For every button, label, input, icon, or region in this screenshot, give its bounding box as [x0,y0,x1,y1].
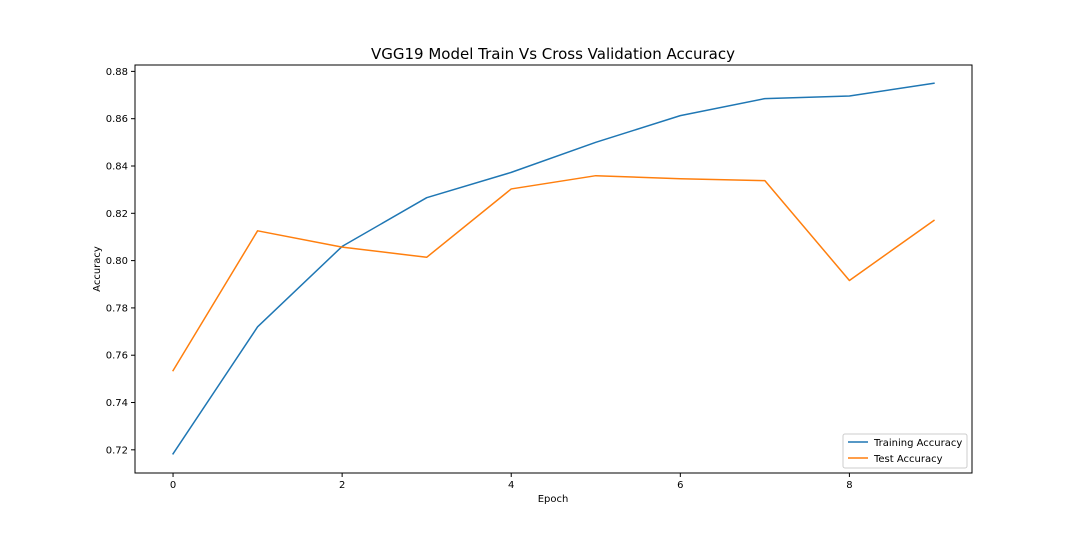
x-tick-label: 4 [508,480,514,491]
x-tick-label: 8 [846,480,852,491]
y-tick-label: 0.76 [106,351,128,362]
y-axis: 0.72 0.74 0.76 0.78 0.80 0.82 0.84 0.86 0.88 [106,67,135,456]
y-tick-label: 0.72 [106,445,128,456]
y-tick-label: 0.82 [106,209,128,220]
series-line-training [172,82,935,455]
y-tick-label: 0.88 [106,67,128,78]
y-axis-label: Accuracy [92,246,103,292]
x-tick-label: 2 [339,480,345,491]
series-line-test [172,174,935,372]
x-axis: 0 2 4 6 8 [170,473,853,491]
y-tick-label: 0.86 [106,114,128,125]
legend-label-training: Training Accuracy [873,438,962,449]
x-axis-label: Epoch [538,494,569,505]
legend-box [842,433,968,469]
chart-title: VGG19 Model Train Vs Cross Validation Ac… [371,45,735,63]
y-tick-label: 0.78 [106,303,128,314]
legend: Training Accuracy Test Accuracy [842,433,968,469]
y-tick-label: 0.84 [106,161,128,172]
x-tick-label: 6 [677,480,683,491]
plot-frame [134,64,973,474]
x-tick-label: 0 [170,480,176,491]
legend-label-test: Test Accuracy [873,454,943,465]
y-tick-label: 0.80 [106,256,128,267]
series-lines [172,82,935,455]
y-tick-label: 0.74 [106,398,128,409]
